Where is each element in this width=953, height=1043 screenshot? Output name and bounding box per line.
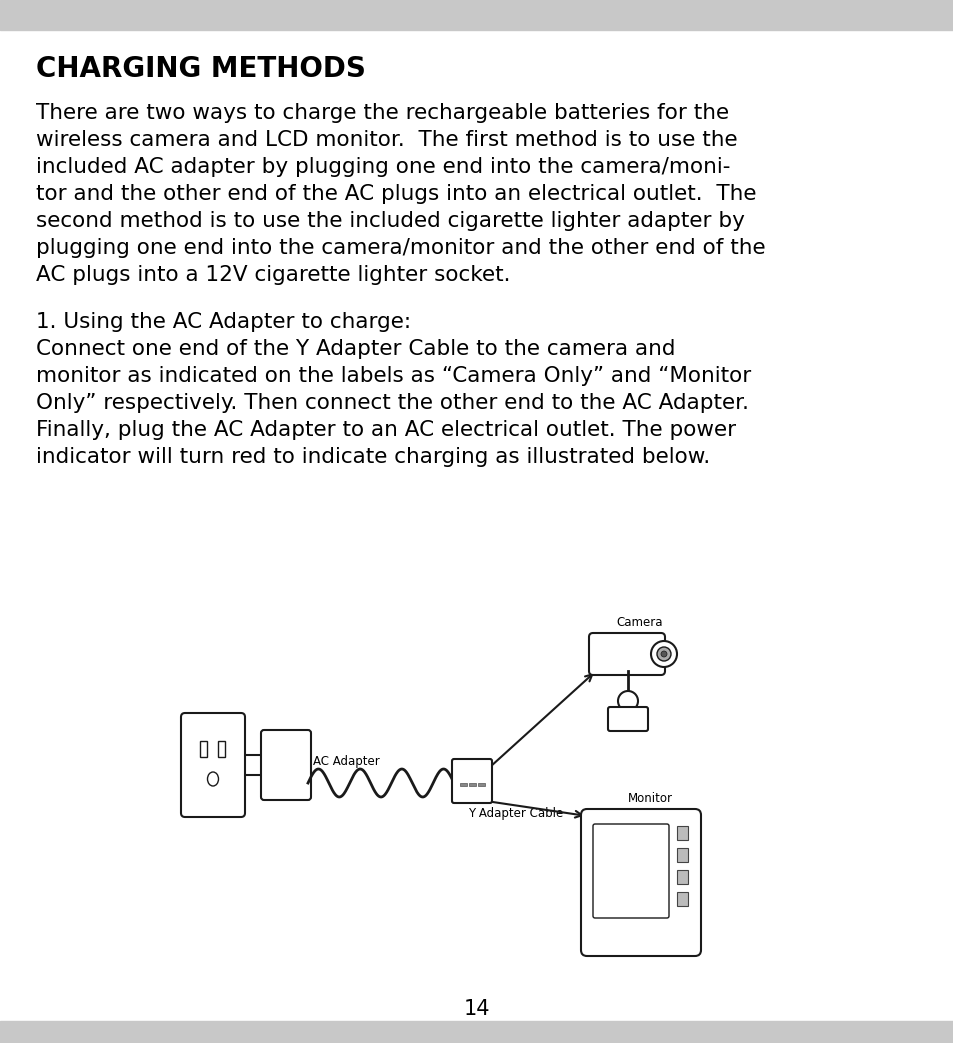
Bar xyxy=(0,0,953,30)
Text: indicator will turn red to indicate charging as illustrated below.: indicator will turn red to indicate char… xyxy=(36,447,709,467)
Bar xyxy=(0,1021,953,1043)
Text: AC Adapter: AC Adapter xyxy=(313,754,379,768)
FancyBboxPatch shape xyxy=(261,730,311,800)
Bar xyxy=(200,741,207,757)
Text: Y Adapter Cable: Y Adapter Cable xyxy=(468,807,562,820)
Text: Finally, plug the AC Adapter to an AC electrical outlet. The power: Finally, plug the AC Adapter to an AC el… xyxy=(36,420,736,440)
Text: wireless camera and LCD monitor.  The first method is to use the: wireless camera and LCD monitor. The fir… xyxy=(36,130,737,150)
Text: There are two ways to charge the rechargeable batteries for the: There are two ways to charge the recharg… xyxy=(36,103,728,123)
Bar xyxy=(677,870,687,884)
Circle shape xyxy=(660,651,666,657)
Text: CHARGING METHODS: CHARGING METHODS xyxy=(36,55,366,83)
Bar xyxy=(677,826,687,840)
FancyBboxPatch shape xyxy=(580,809,700,956)
Text: included AC adapter by plugging one end into the camera/moni-: included AC adapter by plugging one end … xyxy=(36,157,730,177)
FancyBboxPatch shape xyxy=(593,824,668,918)
Text: tor and the other end of the AC plugs into an electrical outlet.  The: tor and the other end of the AC plugs in… xyxy=(36,184,756,204)
Bar xyxy=(218,741,225,757)
FancyBboxPatch shape xyxy=(452,759,492,803)
FancyBboxPatch shape xyxy=(181,713,245,817)
Text: Monitor: Monitor xyxy=(627,792,672,805)
Bar xyxy=(677,848,687,862)
Bar xyxy=(477,783,484,786)
Text: AC plugs into a 12V cigarette lighter socket.: AC plugs into a 12V cigarette lighter so… xyxy=(36,265,510,285)
Text: 1. Using the AC Adapter to charge:: 1. Using the AC Adapter to charge: xyxy=(36,312,411,332)
FancyBboxPatch shape xyxy=(607,707,647,731)
Text: Only” respectively. Then connect the other end to the AC Adapter.: Only” respectively. Then connect the oth… xyxy=(36,393,748,413)
Text: Camera: Camera xyxy=(616,616,662,629)
Circle shape xyxy=(657,647,670,661)
Text: second method is to use the included cigarette lighter adapter by: second method is to use the included cig… xyxy=(36,211,744,231)
Bar xyxy=(459,783,467,786)
Text: monitor as indicated on the labels as “Camera Only” and “Monitor: monitor as indicated on the labels as “C… xyxy=(36,366,750,386)
Bar xyxy=(469,783,476,786)
Ellipse shape xyxy=(208,772,218,786)
Text: Connect one end of the Y Adapter Cable to the camera and: Connect one end of the Y Adapter Cable t… xyxy=(36,339,675,359)
Text: 14: 14 xyxy=(463,999,490,1019)
FancyBboxPatch shape xyxy=(588,633,664,675)
Circle shape xyxy=(650,641,677,668)
Circle shape xyxy=(618,692,638,711)
Bar xyxy=(677,892,687,906)
Text: plugging one end into the camera/monitor and the other end of the: plugging one end into the camera/monitor… xyxy=(36,238,765,258)
